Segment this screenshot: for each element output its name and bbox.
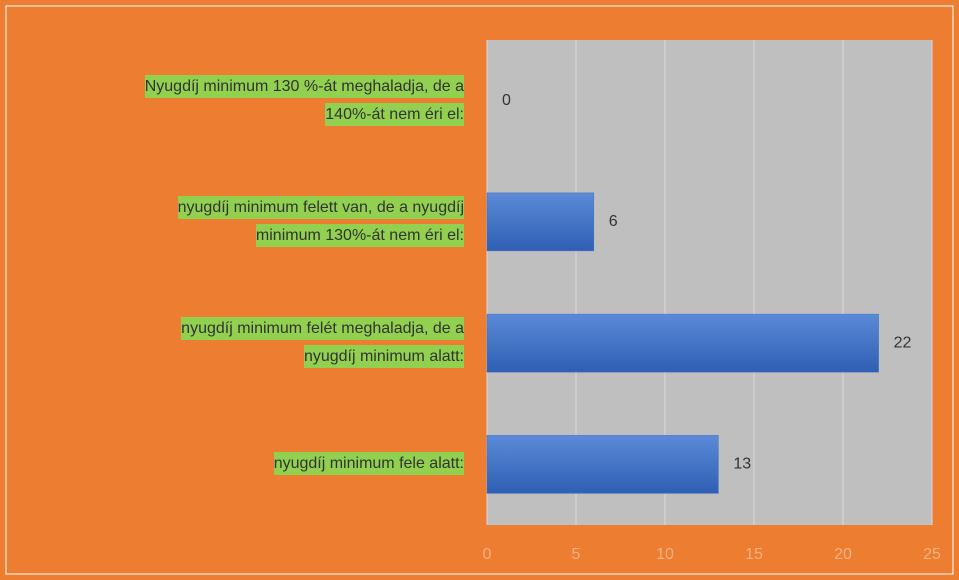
category-text: nyugdíj minimum felét meghaladja, de a n… [181, 317, 464, 369]
data-label: 13 [733, 456, 751, 473]
x-tick-label: 25 [923, 546, 941, 563]
bar [486, 313, 879, 373]
category-label: nyugdíj minimum fele alatt: [4, 450, 464, 478]
category-label: nyugdíj minimum felett van, de a nyugdíj… [4, 194, 464, 250]
category-label: Nyugdíj minimum 130 %-át meghaladja, de … [4, 73, 464, 129]
data-label: 0 [502, 92, 511, 109]
x-tick-label: 5 [572, 546, 581, 563]
x-tick-label: 20 [834, 546, 852, 563]
category-text: Nyugdíj minimum 130 %-át meghaladja, de … [144, 74, 464, 126]
bar [486, 435, 719, 494]
category-label: nyugdíj minimum felét meghaladja, de a n… [4, 315, 464, 371]
category-text: nyugdíj minimum felett van, de a nyugdíj… [177, 195, 464, 247]
data-label: 6 [609, 213, 618, 230]
x-tick-label: 10 [656, 546, 674, 563]
border [5, 5, 954, 575]
x-tick-label: 0 [483, 546, 492, 563]
x-tick-label: 15 [745, 546, 763, 563]
bar [486, 192, 595, 252]
data-label: 22 [894, 334, 912, 351]
category-text: nyugdíj minimum fele alatt: [273, 452, 464, 476]
